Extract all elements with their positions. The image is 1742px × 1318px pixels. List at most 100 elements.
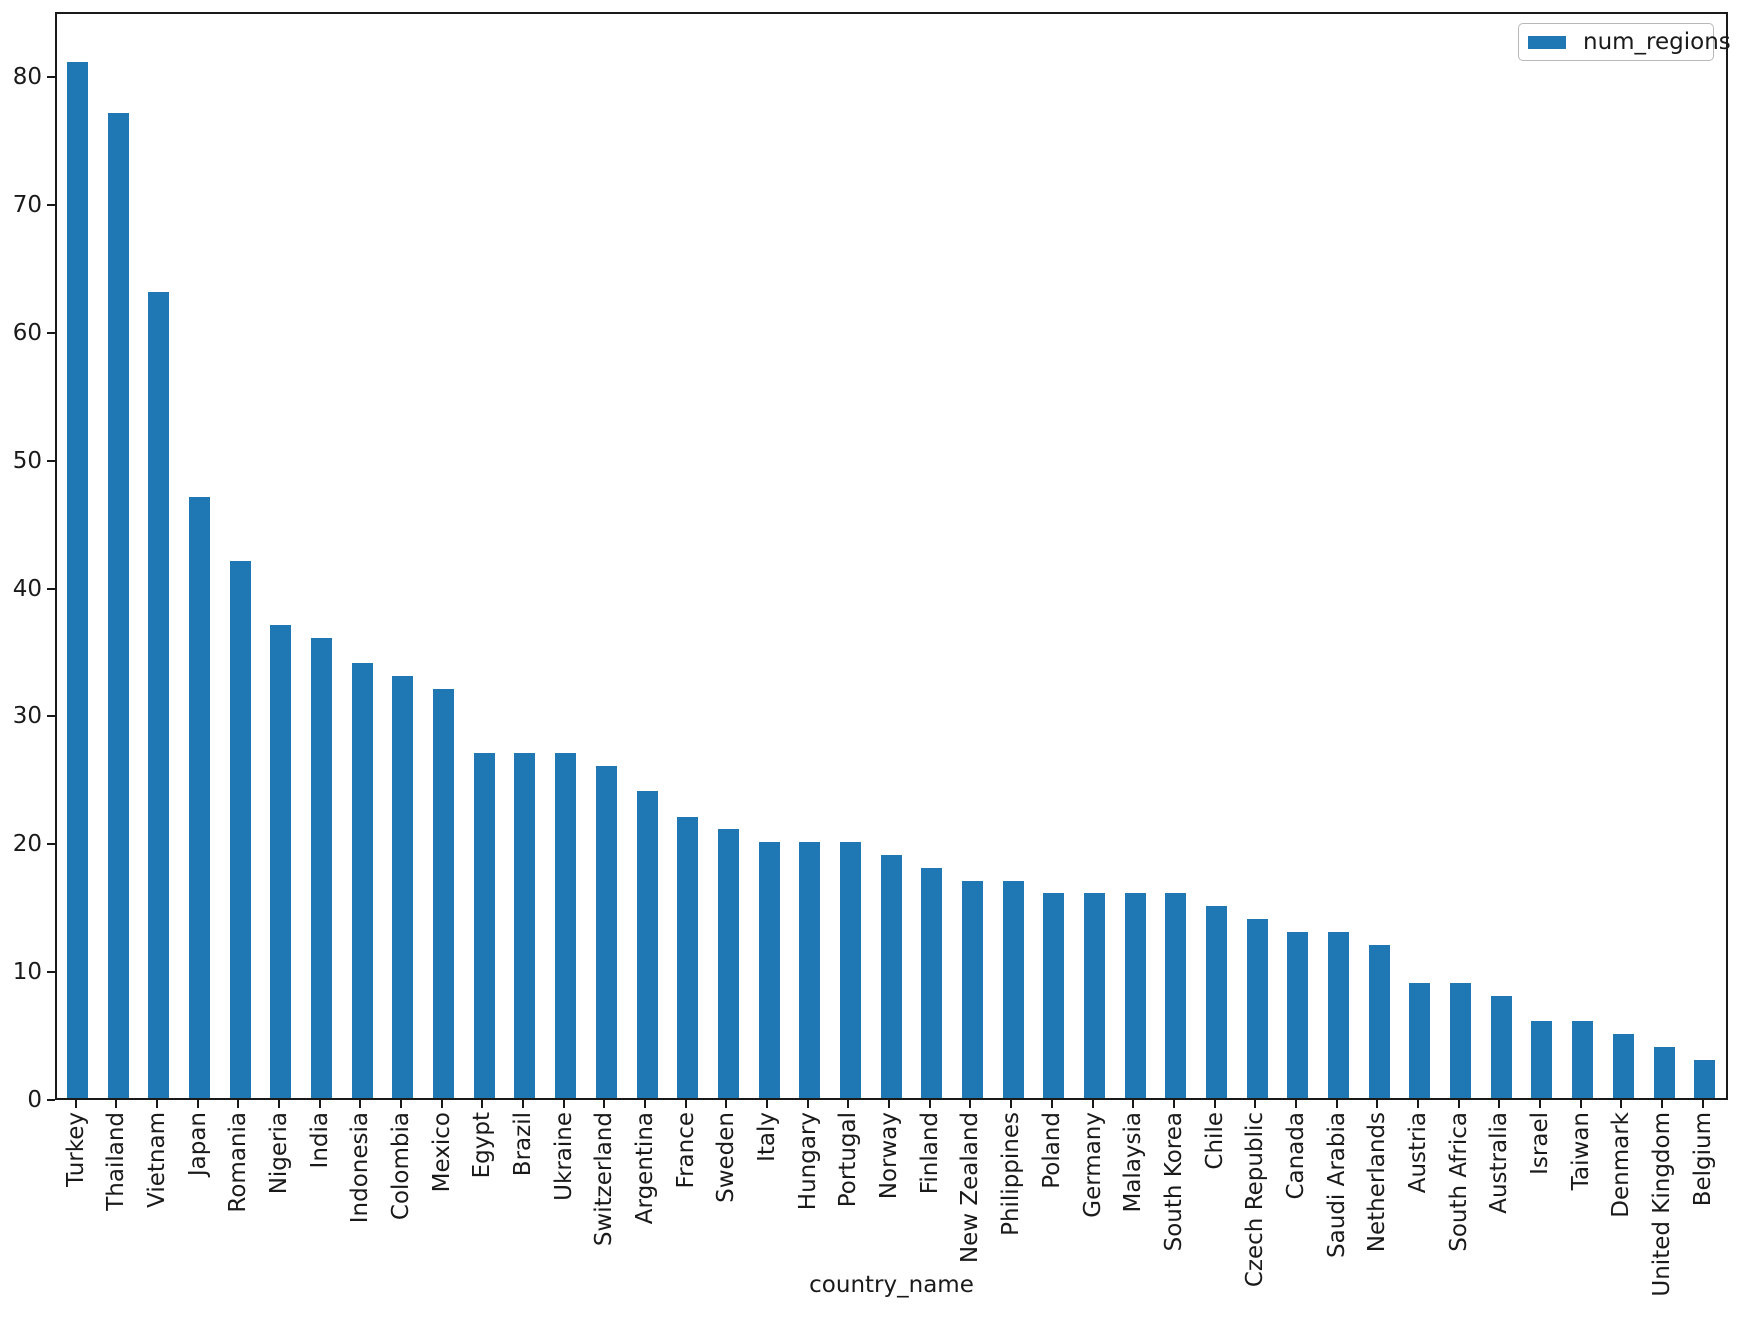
plot-area [55, 12, 1728, 1100]
x-tick-mark [1661, 1100, 1664, 1108]
y-tick-label-40: 40 [12, 575, 42, 602]
x-tick-mark [521, 1100, 524, 1108]
x-tick-mark [277, 1100, 280, 1108]
x-tick-label-israel: Israel [1526, 1112, 1553, 1175]
bar-ukraine [555, 752, 577, 1098]
x-tick-label-saudi-arabia: Saudi Arabia [1323, 1112, 1350, 1258]
x-tick-mark [603, 1100, 606, 1108]
x-tick-mark [1457, 1100, 1460, 1108]
bar-turkey [67, 62, 88, 1098]
x-tick-label-austria: Austria [1404, 1112, 1431, 1194]
y-tick-label-50: 50 [12, 447, 42, 474]
x-tick-mark [888, 1100, 891, 1108]
x-tick-mark [318, 1100, 321, 1108]
bar-australia [1490, 995, 1512, 1098]
x-tick-label-australia: Australia [1486, 1112, 1513, 1214]
bar-vietnam [148, 292, 170, 1098]
bar-colombia [392, 676, 414, 1098]
bar-poland [1043, 893, 1065, 1098]
x-tick-label-japan: Japan [184, 1112, 211, 1177]
x-tick-mark [928, 1100, 931, 1108]
bar-finland [921, 867, 943, 1098]
bar-malaysia [1124, 893, 1146, 1098]
x-tick-label-germany: Germany [1079, 1112, 1106, 1218]
x-tick-mark [969, 1100, 972, 1108]
x-tick-mark [1620, 1100, 1623, 1108]
x-tick-mark [562, 1100, 565, 1108]
y-tick-label-10: 10 [12, 959, 42, 986]
x-tick-label-italy: Italy [754, 1112, 781, 1162]
bar-south-korea [1165, 893, 1187, 1098]
bar-saudi-arabia [1328, 931, 1350, 1098]
x-tick-mark [359, 1100, 362, 1108]
x-tick-mark [644, 1100, 647, 1108]
bar-taiwan [1572, 1021, 1594, 1098]
x-tick-label-vietnam: Vietnam [143, 1112, 170, 1208]
y-tick-mark [47, 203, 55, 206]
x-tick-mark [1172, 1100, 1175, 1108]
y-tick-mark [47, 459, 55, 462]
x-tick-label-mexico: Mexico [428, 1112, 455, 1193]
bar-switzerland [595, 765, 617, 1098]
x-tick-label-south-africa: South Africa [1445, 1112, 1472, 1252]
bar-south-africa [1450, 982, 1472, 1098]
x-tick-mark [237, 1100, 240, 1108]
x-tick-label-romania: Romania [225, 1112, 252, 1213]
x-tick-label-canada: Canada [1282, 1112, 1309, 1200]
bar-austria [1409, 982, 1431, 1098]
x-tick-mark [1376, 1100, 1379, 1108]
y-tick-mark [47, 587, 55, 590]
x-tick-mark [1294, 1100, 1297, 1108]
x-tick-label-netherlands: Netherlands [1364, 1112, 1391, 1253]
x-tick-mark [440, 1100, 443, 1108]
x-tick-mark [155, 1100, 158, 1108]
x-tick-mark [847, 1100, 850, 1108]
x-tick-label-new-zealand: New Zealand [957, 1112, 984, 1264]
x-tick-label-france: France [672, 1112, 699, 1189]
x-tick-mark [74, 1100, 77, 1108]
x-tick-label-ukraine: Ukraine [550, 1112, 577, 1201]
x-tick-label-hungary: Hungary [794, 1112, 821, 1211]
bar-norway [880, 855, 902, 1098]
x-tick-label-india: India [306, 1112, 333, 1169]
x-tick-mark [1132, 1100, 1135, 1108]
x-axis-title: country_name [809, 1272, 974, 1298]
y-tick-label-60: 60 [12, 319, 42, 346]
x-tick-mark [115, 1100, 118, 1108]
bar-hungary [799, 842, 821, 1098]
x-tick-mark [684, 1100, 687, 1108]
bar-brazil [514, 752, 536, 1098]
y-tick-label-80: 80 [12, 64, 42, 90]
x-tick-label-indonesia: Indonesia [347, 1112, 374, 1224]
bar-thailand [107, 113, 129, 1098]
x-tick-label-egypt: Egypt [469, 1112, 496, 1179]
x-tick-mark [1050, 1100, 1053, 1108]
x-tick-label-portugal: Portugal [835, 1112, 862, 1208]
x-tick-mark [1498, 1100, 1501, 1108]
bar-nigeria [270, 624, 292, 1098]
x-tick-label-czech-republic: Czech Republic [1242, 1112, 1269, 1288]
x-tick-label-chile: Chile [1201, 1112, 1228, 1170]
bar-canada [1287, 931, 1309, 1098]
x-tick-mark [1579, 1100, 1582, 1108]
x-tick-mark [1254, 1100, 1257, 1108]
x-tick-label-turkey: Turkey [62, 1112, 89, 1187]
x-tick-label-malaysia: Malaysia [1120, 1112, 1147, 1213]
bar-romania [229, 560, 251, 1098]
y-tick-mark [47, 331, 55, 334]
y-tick-mark [47, 971, 55, 974]
x-tick-mark [1335, 1100, 1338, 1108]
x-tick-mark [806, 1100, 809, 1108]
bar-italy [758, 842, 780, 1098]
y-tick-label-30: 30 [12, 703, 42, 730]
x-tick-label-philippines: Philippines [998, 1112, 1025, 1236]
bar-united-kingdom [1653, 1046, 1675, 1098]
x-tick-label-norway: Norway [876, 1112, 903, 1200]
x-tick-label-poland: Poland [1038, 1112, 1065, 1189]
bar-japan [189, 497, 211, 1098]
y-tick-label-20: 20 [12, 831, 42, 858]
bar-argentina [636, 791, 658, 1098]
legend: num_regions [1518, 23, 1731, 61]
bar-czech-republic [1246, 918, 1268, 1098]
y-tick-mark [47, 843, 55, 846]
